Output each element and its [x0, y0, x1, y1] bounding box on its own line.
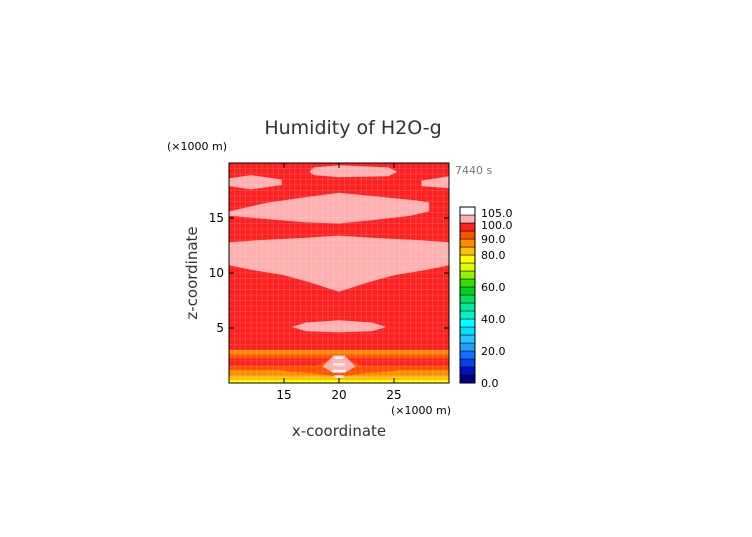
y-tick-label: 10	[209, 266, 224, 280]
y-tick-label: 15	[209, 211, 224, 225]
colorbar-swatch	[459, 334, 476, 344]
z-unit-label: (×1000 m)	[167, 140, 227, 153]
colorbar-swatch	[459, 358, 476, 368]
colorbar-swatch	[459, 214, 476, 224]
colorbar-tick-label: 20.0	[481, 345, 506, 358]
colorbar-swatch	[459, 262, 476, 272]
x-tick-label: 20	[331, 388, 346, 402]
x-tick-label: 15	[276, 388, 291, 402]
colorbar-swatch	[459, 230, 476, 240]
colorbar-swatch	[459, 254, 476, 264]
colorbar-tick-label: 100.0	[481, 219, 513, 232]
chart-title: Humidity of H2O-g	[264, 117, 441, 139]
colorbar-frame	[459, 206, 476, 384]
colorbar-swatch	[459, 374, 476, 384]
y-tick-label: 5	[216, 321, 224, 335]
x-axis-label: x-coordinate	[292, 422, 386, 440]
colorbar-tick-label: 80.0	[481, 249, 506, 262]
colorbar-swatch	[459, 350, 476, 360]
colorbar-swatch	[459, 278, 476, 288]
colorbar-swatch	[459, 238, 476, 248]
field-patch-8	[332, 369, 346, 372]
x-axis-ticks: 15 20 25	[276, 163, 402, 402]
x-tick-label: 25	[386, 388, 401, 402]
colorbar-tick-label: 0.0	[481, 377, 499, 390]
field-patch-11	[334, 375, 344, 378]
colorbar-tick-label: 90.0	[481, 233, 506, 246]
colorbar-tick-label: 60.0	[481, 281, 506, 294]
field-region-12	[291, 320, 387, 333]
field-region-14	[229, 192, 430, 224]
field-region-13	[229, 235, 449, 292]
colorbar-swatch	[459, 342, 476, 352]
y-axis-ticks: 5 10 15	[209, 211, 449, 335]
colorbar-swatch	[459, 366, 476, 376]
colorbar-swatch	[459, 270, 476, 280]
y-axis-label: z-coordinate	[183, 226, 201, 319]
colorbar-swatch	[459, 294, 476, 304]
plot-area	[229, 163, 449, 383]
colorbar-tick-label: 105.0	[481, 207, 513, 220]
colorbar-swatch	[459, 326, 476, 336]
colorbar-swatch	[459, 310, 476, 320]
field-band-5	[229, 350, 449, 355]
field-region-16	[421, 176, 449, 189]
field-region-17	[309, 165, 398, 178]
colorbar-swatch	[459, 302, 476, 312]
field-patch-9	[333, 363, 345, 366]
x-unit-label: (×1000 m)	[391, 404, 451, 417]
field-patch-10	[334, 356, 344, 359]
colorbar-swatch	[459, 286, 476, 296]
colorbar-swatch	[459, 222, 476, 232]
colorbar-swatch	[459, 318, 476, 328]
colorbar-swatch	[459, 246, 476, 256]
colorbar-tick-label: 40.0	[481, 313, 506, 326]
grid-lines	[229, 163, 449, 383]
colorbar-swatch	[459, 206, 476, 216]
field-region-15	[229, 175, 282, 190]
time-label: 7440 s	[455, 164, 492, 177]
